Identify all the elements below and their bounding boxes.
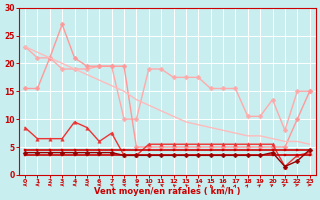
X-axis label: Vent moyen/en rafales ( km/h ): Vent moyen/en rafales ( km/h ) [94,187,241,196]
